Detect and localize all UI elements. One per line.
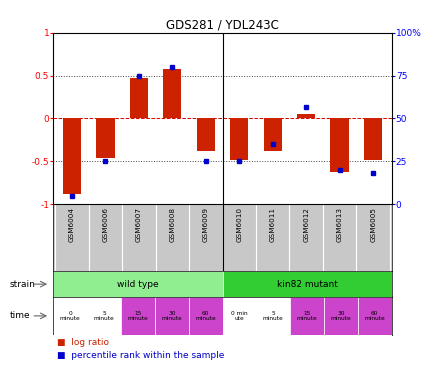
Bar <box>297 114 316 119</box>
Text: GSM6007: GSM6007 <box>136 208 142 242</box>
Text: wild type: wild type <box>117 280 159 289</box>
Bar <box>324 297 358 335</box>
Text: 15
minute: 15 minute <box>297 311 317 321</box>
Bar <box>230 119 248 160</box>
Text: GSM6010: GSM6010 <box>236 208 242 242</box>
Text: GSM6004: GSM6004 <box>69 208 75 242</box>
Bar <box>364 119 382 160</box>
Bar <box>331 119 349 172</box>
Bar <box>256 297 290 335</box>
Text: GSM6005: GSM6005 <box>370 208 376 242</box>
Bar <box>358 297 392 335</box>
Bar <box>189 297 222 335</box>
Text: 30
minute: 30 minute <box>331 311 351 321</box>
Text: strain: strain <box>9 280 35 289</box>
Title: GDS281 / YDL243C: GDS281 / YDL243C <box>166 19 279 32</box>
Text: GSM6008: GSM6008 <box>169 208 175 242</box>
Bar <box>222 297 256 335</box>
Text: time: time <box>9 311 30 320</box>
Bar <box>53 297 87 335</box>
Bar <box>163 69 182 119</box>
Text: 0
minute: 0 minute <box>60 311 81 321</box>
Text: GSM6006: GSM6006 <box>102 208 108 242</box>
Bar <box>63 119 81 194</box>
Bar <box>87 297 121 335</box>
Text: GSM6009: GSM6009 <box>203 208 209 242</box>
Bar <box>222 271 392 297</box>
Bar <box>197 119 215 151</box>
Bar <box>121 297 155 335</box>
Bar <box>53 271 222 297</box>
Bar <box>129 78 148 119</box>
Bar <box>290 297 324 335</box>
Text: 60
minute: 60 minute <box>195 311 216 321</box>
Text: kin82 mutant: kin82 mutant <box>277 280 337 289</box>
Text: 5
minute: 5 minute <box>263 311 283 321</box>
Text: GSM6012: GSM6012 <box>303 208 309 242</box>
Text: 15
minute: 15 minute <box>128 311 148 321</box>
Text: 60
minute: 60 minute <box>364 311 385 321</box>
Bar <box>263 119 282 151</box>
Bar <box>155 297 189 335</box>
Text: 5
minute: 5 minute <box>94 311 114 321</box>
Text: 0 min
ute: 0 min ute <box>231 311 248 321</box>
Text: GSM6013: GSM6013 <box>337 208 343 242</box>
Text: 30
minute: 30 minute <box>162 311 182 321</box>
Text: ■  log ratio: ■ log ratio <box>57 338 109 347</box>
Text: ■  percentile rank within the sample: ■ percentile rank within the sample <box>57 351 224 360</box>
Bar <box>96 119 114 158</box>
Text: GSM6011: GSM6011 <box>270 208 276 242</box>
